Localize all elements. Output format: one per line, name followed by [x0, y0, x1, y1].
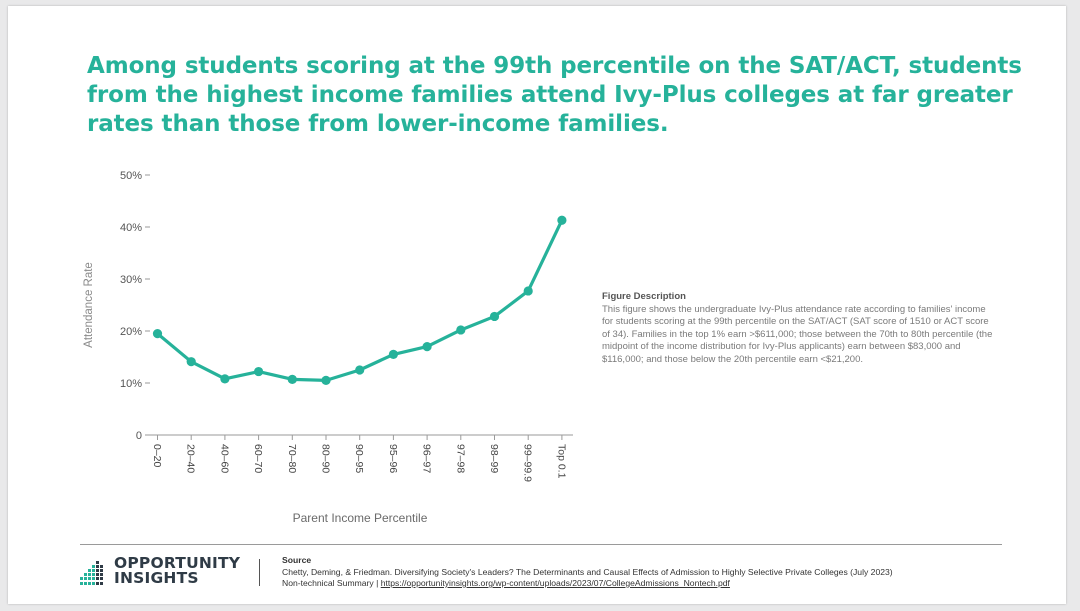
x-axis: 0–20 20–40 40–60 60–70 70–80 80–90 90–95 95–96 9… — [151, 435, 567, 482]
x-tick-label: 70–80 — [286, 444, 298, 473]
y-axis-label: Attendance Rate — [83, 262, 95, 348]
y-tick-label: 0 — [136, 430, 142, 442]
y-tick-label: 10% — [120, 378, 142, 390]
line-chart: 0 10% 20% 30% 40% 50% 0–20 20–40 40–60 60–70 70–8… — [83, 170, 573, 525]
data-point — [388, 349, 398, 359]
x-tick-label: 20–40 — [185, 444, 197, 473]
y-tick-label: 20% — [120, 326, 142, 338]
data-point — [557, 215, 567, 225]
source-citation: Chetty, Deming, & Friedman. Diversifying… — [282, 566, 893, 577]
x-tick-label: 80–90 — [320, 444, 332, 473]
slide: Among students scoring at the 99th perce… — [8, 6, 1066, 604]
figure-description-title: Figure Description — [602, 291, 686, 302]
headline: Among students scoring at the 99th perce… — [87, 53, 1022, 137]
logo-bars-icon — [80, 561, 103, 585]
source-link[interactable]: https://opportunityinsights.org/wp-conte… — [380, 578, 730, 588]
logo-line-2: INSIGHTS — [114, 569, 199, 587]
x-tick-label: 98–99 — [488, 444, 500, 473]
x-tick-label: 96–97 — [421, 444, 433, 473]
x-tick-label: 97–98 — [454, 444, 466, 473]
data-point — [523, 286, 533, 296]
figure-description-text: This figure shows the undergraduate Ivy-… — [602, 303, 993, 365]
x-tick-label: Top 0.1 — [555, 444, 567, 479]
data-point — [152, 329, 163, 339]
x-tick-label: 95–96 — [387, 444, 399, 473]
data-point — [355, 365, 365, 375]
y-axis: 0 10% 20% 30% 40% 50% — [120, 170, 150, 442]
data-point — [254, 366, 264, 377]
logo-line-1: OPPORTUNITY — [114, 554, 241, 572]
data-point — [220, 374, 230, 384]
source-title: Source — [282, 555, 312, 565]
data-point — [456, 325, 466, 335]
x-tick-label: 99–99.9 — [522, 444, 534, 482]
source-prefix: Non-technical Summary | — [282, 578, 381, 588]
data-point — [186, 357, 196, 367]
y-tick-label: 50% — [120, 170, 142, 182]
source-block: Source Chetty, Deming, & Friedman. Diver… — [282, 555, 1042, 590]
data-point — [287, 374, 297, 384]
data-points — [152, 215, 567, 385]
x-tick-label: 90–95 — [353, 444, 365, 473]
x-tick-label: 40–60 — [218, 444, 230, 473]
data-point — [321, 375, 331, 385]
y-tick-label: 40% — [120, 222, 142, 234]
data-point — [422, 342, 432, 352]
figure-description: Figure Description This figure shows the… — [602, 291, 997, 366]
x-axis-label: Parent Income Percentile — [293, 511, 428, 525]
data-point — [489, 311, 500, 322]
x-tick-label: 60–70 — [252, 444, 264, 473]
footer-divider — [80, 544, 1002, 545]
logo-wordmark: OPPORTUNITY INSIGHTS — [114, 554, 241, 587]
y-tick-label: 30% — [120, 274, 142, 286]
footer-separator — [259, 559, 260, 586]
series-line — [155, 218, 564, 382]
x-tick-label: 0–20 — [151, 444, 163, 468]
opportunity-insights-logo: OPPORTUNITY INSIGHTS — [80, 554, 250, 590]
